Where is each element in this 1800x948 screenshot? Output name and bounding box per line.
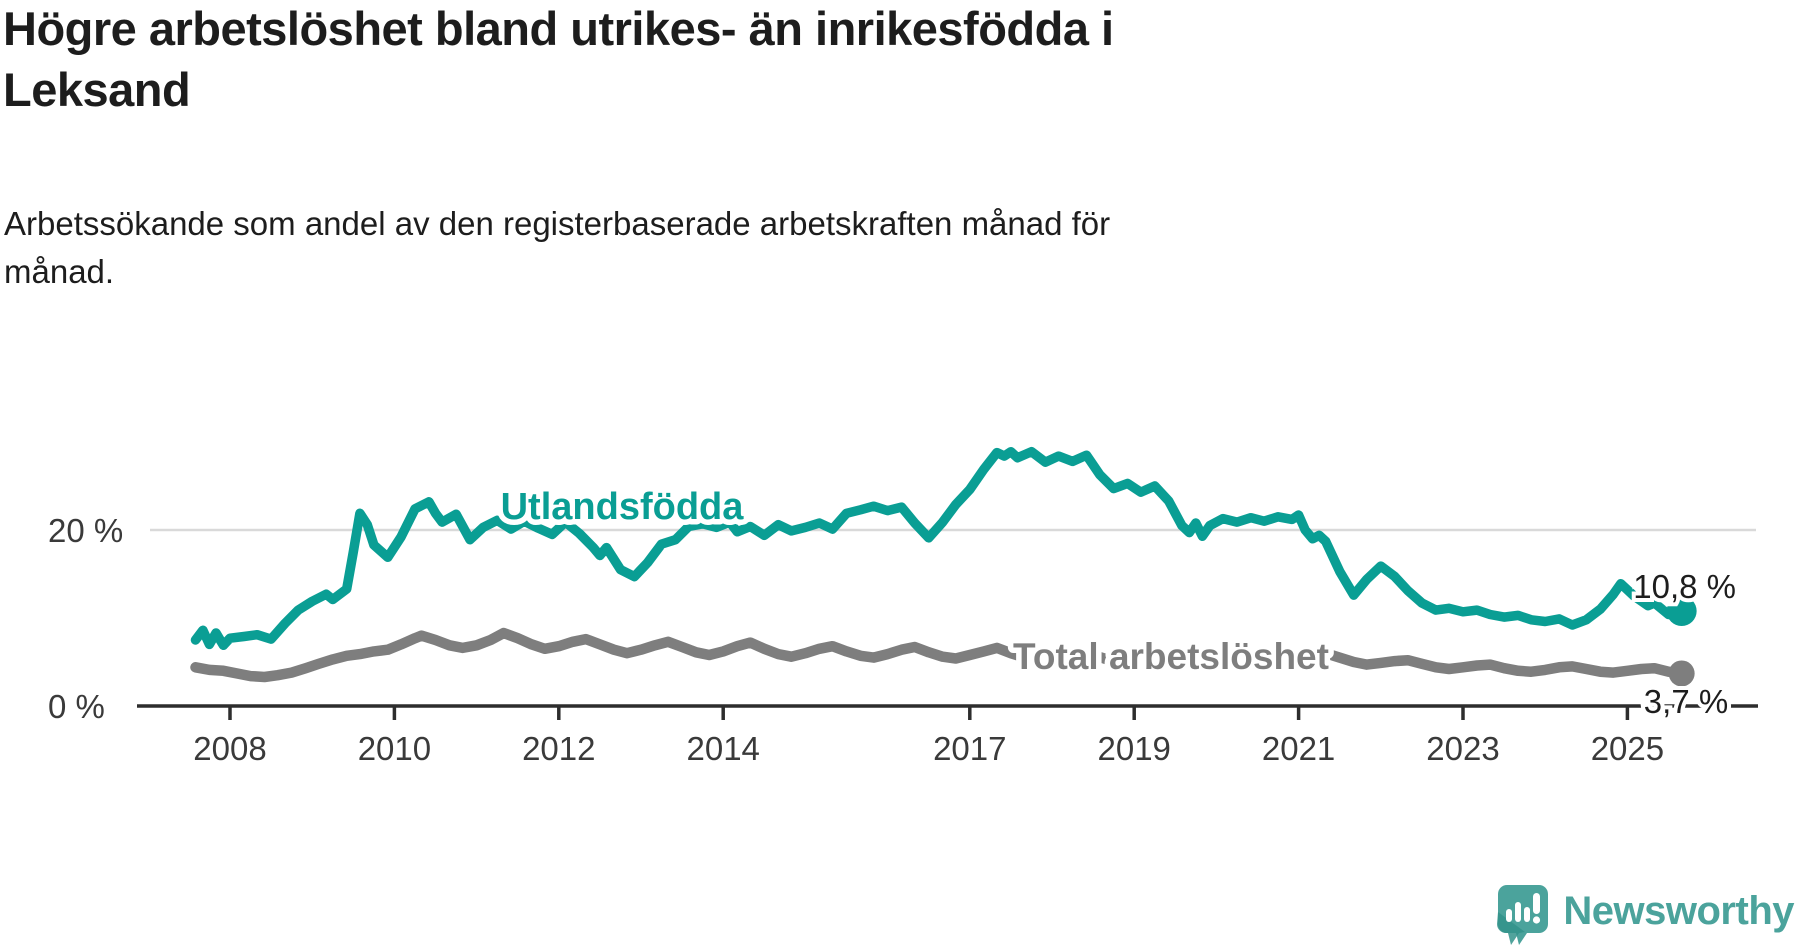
brand-name: Newsworthy <box>1563 888 1794 933</box>
newsworthy-logo-icon <box>1497 885 1549 945</box>
x-axis-label-2012: 2012 <box>522 730 595 767</box>
logo-bars-icon <box>1506 893 1541 924</box>
x-axis-label-2008: 2008 <box>193 730 266 767</box>
series-label-utlandsfodda: Utlandsfödda <box>501 486 745 528</box>
end-value-label-total: 3,7 % <box>1644 683 1728 720</box>
page-title-line1: Högre arbetslöshet bland utrikes- än inr… <box>3 2 1114 55</box>
page-title-line2: Leksand <box>3 63 191 116</box>
x-axis-label-2025: 2025 <box>1591 730 1664 767</box>
x-axis-label-2017: 2017 <box>933 730 1006 767</box>
newsworthy-logo: Newsworthy <box>1497 884 1794 946</box>
series-line-total <box>190 627 1687 683</box>
series-label-total: Total arbetslöshet <box>1013 636 1329 677</box>
chart-subtitle-line2: månad. <box>4 253 115 290</box>
y-axis-label-0: 0 % <box>48 688 105 725</box>
chart-subtitle: Arbetssökande som andel av den registerb… <box>4 200 1464 296</box>
y-axis-label-20: 20 % <box>48 512 123 549</box>
series-end-dot-utlandsfodda <box>1666 595 1697 626</box>
x-axis-label-2023: 2023 <box>1426 730 1499 767</box>
series-line-utlandsfodda <box>190 446 1687 651</box>
end-value-label-utlandsfodda: 10,8 % <box>1633 568 1736 605</box>
logo-bubble-shadow <box>1497 912 1526 945</box>
x-axis-label-2014: 2014 <box>686 730 759 767</box>
x-axis-label-2019: 2019 <box>1097 730 1170 767</box>
logo-bubble <box>1498 885 1549 945</box>
x-axis-label-2021: 2021 <box>1262 730 1335 767</box>
chart-subtitle-line1: Arbetssökande som andel av den registerb… <box>4 205 1111 242</box>
x-axis-label-2010: 2010 <box>358 730 431 767</box>
page-title: Högre arbetslöshet bland utrikes- än inr… <box>3 0 1433 120</box>
series-end-dot-total <box>1668 660 1695 687</box>
